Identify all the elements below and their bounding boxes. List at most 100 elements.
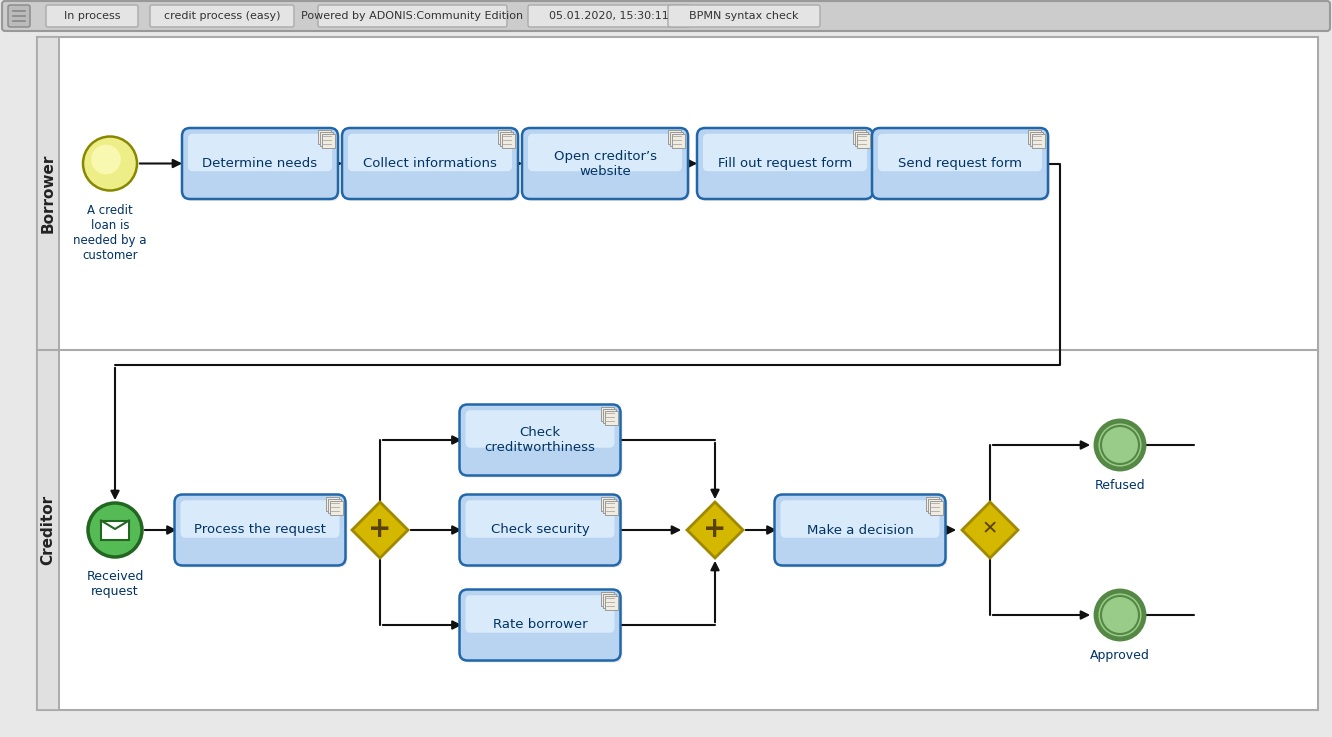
FancyBboxPatch shape — [322, 134, 336, 148]
Polygon shape — [352, 502, 408, 558]
FancyBboxPatch shape — [465, 411, 614, 448]
Text: Fill out request form: Fill out request form — [718, 157, 852, 170]
FancyBboxPatch shape — [461, 592, 622, 663]
FancyBboxPatch shape — [465, 500, 614, 538]
Text: Process the request: Process the request — [194, 523, 326, 537]
Text: Borrower: Borrower — [40, 154, 56, 233]
Circle shape — [88, 503, 143, 557]
Text: Determine needs: Determine needs — [202, 157, 317, 170]
FancyBboxPatch shape — [602, 593, 615, 607]
FancyBboxPatch shape — [878, 133, 1042, 171]
FancyBboxPatch shape — [669, 130, 681, 144]
Text: +: + — [369, 515, 392, 543]
FancyBboxPatch shape — [670, 132, 683, 146]
FancyBboxPatch shape — [461, 497, 622, 567]
FancyBboxPatch shape — [872, 128, 1048, 199]
Circle shape — [83, 136, 137, 190]
FancyBboxPatch shape — [344, 130, 519, 201]
Text: +: + — [703, 515, 727, 543]
FancyBboxPatch shape — [182, 128, 338, 199]
FancyBboxPatch shape — [460, 590, 621, 660]
FancyBboxPatch shape — [774, 495, 946, 565]
Polygon shape — [962, 502, 1018, 558]
FancyBboxPatch shape — [522, 128, 689, 199]
Circle shape — [91, 144, 121, 175]
Text: credit process (easy): credit process (easy) — [164, 11, 280, 21]
FancyBboxPatch shape — [184, 130, 340, 201]
FancyBboxPatch shape — [527, 5, 690, 27]
FancyBboxPatch shape — [527, 133, 682, 171]
Circle shape — [1102, 596, 1139, 634]
FancyBboxPatch shape — [461, 407, 622, 478]
Circle shape — [1102, 426, 1139, 464]
FancyBboxPatch shape — [318, 130, 330, 144]
FancyBboxPatch shape — [605, 595, 618, 609]
FancyBboxPatch shape — [174, 495, 345, 565]
FancyBboxPatch shape — [673, 134, 685, 148]
FancyBboxPatch shape — [602, 408, 615, 422]
FancyBboxPatch shape — [328, 498, 341, 512]
FancyBboxPatch shape — [601, 407, 614, 421]
Text: Make a decision: Make a decision — [807, 523, 914, 537]
FancyBboxPatch shape — [318, 5, 507, 27]
Circle shape — [1096, 591, 1144, 639]
Circle shape — [1096, 421, 1144, 469]
FancyBboxPatch shape — [37, 37, 59, 710]
FancyBboxPatch shape — [465, 595, 614, 633]
FancyBboxPatch shape — [1032, 134, 1046, 148]
FancyBboxPatch shape — [777, 497, 947, 567]
Text: Rate borrower: Rate borrower — [493, 618, 587, 632]
FancyBboxPatch shape — [926, 497, 939, 511]
FancyBboxPatch shape — [1030, 132, 1043, 146]
FancyBboxPatch shape — [1028, 130, 1042, 144]
FancyBboxPatch shape — [852, 130, 866, 144]
Text: Refused: Refused — [1095, 479, 1146, 492]
FancyBboxPatch shape — [101, 520, 129, 539]
Text: Open creditor’s
website: Open creditor’s website — [554, 150, 657, 178]
Text: Check
creditworthiness: Check creditworthiness — [485, 426, 595, 454]
Text: In process: In process — [64, 11, 120, 21]
Polygon shape — [687, 502, 743, 558]
FancyBboxPatch shape — [320, 132, 333, 146]
FancyBboxPatch shape — [188, 133, 332, 171]
FancyBboxPatch shape — [498, 130, 511, 144]
FancyBboxPatch shape — [8, 5, 31, 27]
FancyBboxPatch shape — [602, 498, 615, 512]
FancyBboxPatch shape — [460, 405, 621, 475]
FancyBboxPatch shape — [601, 592, 614, 606]
FancyBboxPatch shape — [930, 500, 943, 514]
FancyBboxPatch shape — [697, 128, 872, 199]
FancyBboxPatch shape — [329, 500, 342, 514]
FancyBboxPatch shape — [856, 134, 870, 148]
FancyBboxPatch shape — [502, 134, 515, 148]
FancyBboxPatch shape — [927, 498, 940, 512]
FancyBboxPatch shape — [181, 500, 340, 538]
Text: Send request form: Send request form — [898, 157, 1022, 170]
FancyBboxPatch shape — [500, 132, 513, 146]
FancyBboxPatch shape — [177, 497, 348, 567]
FancyBboxPatch shape — [342, 128, 518, 199]
FancyBboxPatch shape — [325, 497, 338, 511]
FancyBboxPatch shape — [47, 5, 139, 27]
FancyBboxPatch shape — [781, 500, 939, 538]
FancyBboxPatch shape — [37, 37, 1317, 710]
Text: 05.01.2020, 15:30:11: 05.01.2020, 15:30:11 — [549, 11, 669, 21]
Text: Check security: Check security — [490, 523, 589, 537]
FancyBboxPatch shape — [605, 500, 618, 514]
Text: BPMN syntax check: BPMN syntax check — [689, 11, 799, 21]
FancyBboxPatch shape — [669, 5, 821, 27]
FancyBboxPatch shape — [605, 411, 618, 425]
FancyBboxPatch shape — [601, 497, 614, 511]
FancyBboxPatch shape — [874, 130, 1050, 201]
Text: Collect informations: Collect informations — [364, 157, 497, 170]
FancyBboxPatch shape — [460, 495, 621, 565]
Text: ✕: ✕ — [982, 520, 998, 539]
FancyBboxPatch shape — [523, 130, 690, 201]
FancyBboxPatch shape — [703, 133, 867, 171]
Text: Creditor: Creditor — [40, 495, 56, 565]
Text: Approved: Approved — [1090, 649, 1150, 662]
FancyBboxPatch shape — [3, 1, 1329, 31]
FancyBboxPatch shape — [151, 5, 294, 27]
Text: Received
request: Received request — [87, 570, 144, 598]
Text: Powered by ADONIS:Community Edition: Powered by ADONIS:Community Edition — [301, 11, 523, 21]
